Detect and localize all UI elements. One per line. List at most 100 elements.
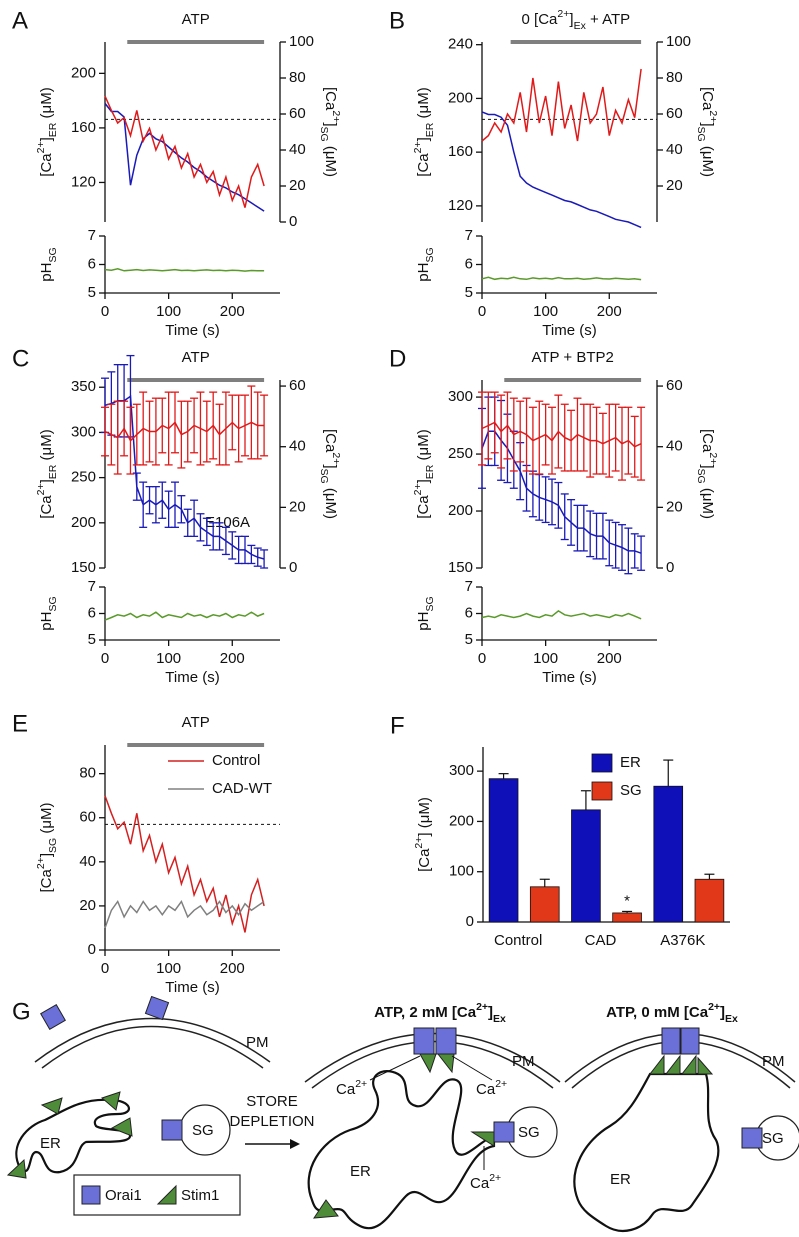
y-tick-label: 20 [79, 897, 96, 914]
x-tick-label: 0 [478, 303, 486, 320]
stimulus-label: ATP [182, 11, 210, 28]
y-axis-label: [Ca2+]ER (μM) [35, 429, 59, 518]
y-tick-label: 120 [71, 173, 96, 190]
y2-axis-label: [Ca2+]SG (μM) [318, 87, 342, 177]
series-line [104, 795, 265, 933]
text-part: ] [720, 1004, 725, 1021]
text-part: (μM) [415, 87, 432, 122]
stim1 [436, 1053, 455, 1074]
x-tick-label: 0 [101, 303, 109, 320]
series-line [104, 394, 265, 560]
text-part: pH [415, 611, 432, 630]
y2-tick-label: 0 [666, 559, 674, 576]
text-part: ] (μM) [416, 797, 433, 836]
y2-tick-label: 0 [289, 213, 297, 230]
text-part: 2+ [412, 141, 424, 153]
panel-label: A [12, 7, 28, 34]
store-label: ER [40, 1135, 61, 1152]
granule-label: SG [192, 1122, 214, 1139]
x-tick-label: 100 [533, 303, 558, 320]
arrow-head [290, 1139, 300, 1149]
series-line [481, 68, 642, 142]
legend-label: ER [620, 754, 641, 771]
x-tick-label: 0 [101, 960, 109, 977]
x-tick-label: CAD [585, 932, 617, 949]
stim1 [664, 1054, 681, 1075]
y2-axis-label: [Ca2+]SG (μM) [318, 429, 342, 519]
error-bar [580, 790, 591, 810]
text-part: ATP, 0 mM [Ca [606, 1004, 709, 1021]
y2-tick-label: 40 [666, 141, 683, 158]
text-part: 2+ [35, 857, 47, 869]
stimulus-bar [127, 40, 265, 44]
y2-tick-label: 80 [289, 69, 306, 86]
y-tick-label: 160 [448, 143, 473, 160]
stimulus-bar [127, 743, 265, 747]
y-tick-label: 350 [71, 378, 96, 395]
y-tick-label: 250 [71, 469, 96, 486]
y-tick-label: 160 [71, 119, 96, 136]
text-part: SG [47, 247, 59, 262]
text-part: ] [38, 479, 55, 483]
text-part: [Ca [415, 495, 432, 519]
text-part: 0 [Ca [522, 11, 559, 28]
flux-arrow [369, 1055, 421, 1081]
text-part: Ca [476, 1081, 496, 1098]
text-part: ER [47, 464, 59, 479]
text-part: (μM) [38, 429, 55, 464]
y-axis-label: [Ca2+] (μM) [413, 797, 433, 872]
stimulus-label: ATP [182, 714, 210, 731]
x-tick-label: 200 [220, 960, 245, 977]
text-part: ATP [182, 11, 210, 28]
y2-tick-label: 20 [666, 498, 683, 515]
text-part: (μM) [699, 484, 716, 519]
x-tick-label: Control [494, 932, 542, 949]
bar [529, 886, 560, 923]
error-bar [622, 910, 633, 913]
text-part: [Ca [699, 87, 716, 111]
y-tick-label: 120 [448, 197, 473, 214]
stim1 [419, 1053, 437, 1074]
y-axis-label: pHSG [38, 596, 59, 630]
text-part: (μM) [38, 803, 55, 838]
y-axis-label: [Ca2+]ER (μM) [412, 87, 436, 176]
y-axis-label: pHSG [38, 247, 59, 281]
y-tick-label: 250 [448, 445, 473, 462]
y2-tick-label: 60 [289, 377, 306, 394]
x-tick-label: 200 [220, 650, 245, 667]
series-line [481, 421, 642, 448]
text-part: [Ca [322, 429, 339, 453]
text-part: 2+ [330, 452, 342, 464]
y-tick-label: 6 [88, 255, 96, 272]
text-part: 2+ [35, 141, 47, 153]
legend-label: Orai1 [105, 1187, 142, 1204]
text-part: pH [38, 262, 55, 281]
granule-label: SG [762, 1130, 784, 1147]
text-part: 2+ [330, 110, 342, 122]
y-tick-label: 300 [449, 762, 474, 779]
error-bar [663, 759, 674, 787]
y-tick-label: 7 [465, 578, 473, 595]
er [15, 1098, 132, 1174]
text-part: SG [424, 596, 436, 611]
text-part: ] [699, 464, 716, 468]
flux-arrow [451, 1055, 493, 1081]
y2-tick-label: 60 [666, 377, 683, 394]
y-tick-label: 60 [79, 809, 96, 826]
legend-marker [156, 1184, 177, 1205]
text-part: + ATP [586, 11, 630, 28]
legend-marker [591, 781, 613, 801]
orai1 [680, 1027, 700, 1055]
y-tick-label: 5 [88, 631, 96, 648]
text-part: [Ca [322, 87, 339, 111]
x-tick-label: 200 [597, 303, 622, 320]
text-part: pH [38, 611, 55, 630]
y-tick-label: 200 [71, 64, 96, 81]
store-label: ER [350, 1163, 371, 1180]
panel-label: B [389, 7, 405, 34]
orai1 [161, 1119, 183, 1141]
stimulus-bar [510, 40, 642, 44]
text-part: ER [424, 122, 436, 137]
arrow-label: STORE [246, 1093, 297, 1110]
